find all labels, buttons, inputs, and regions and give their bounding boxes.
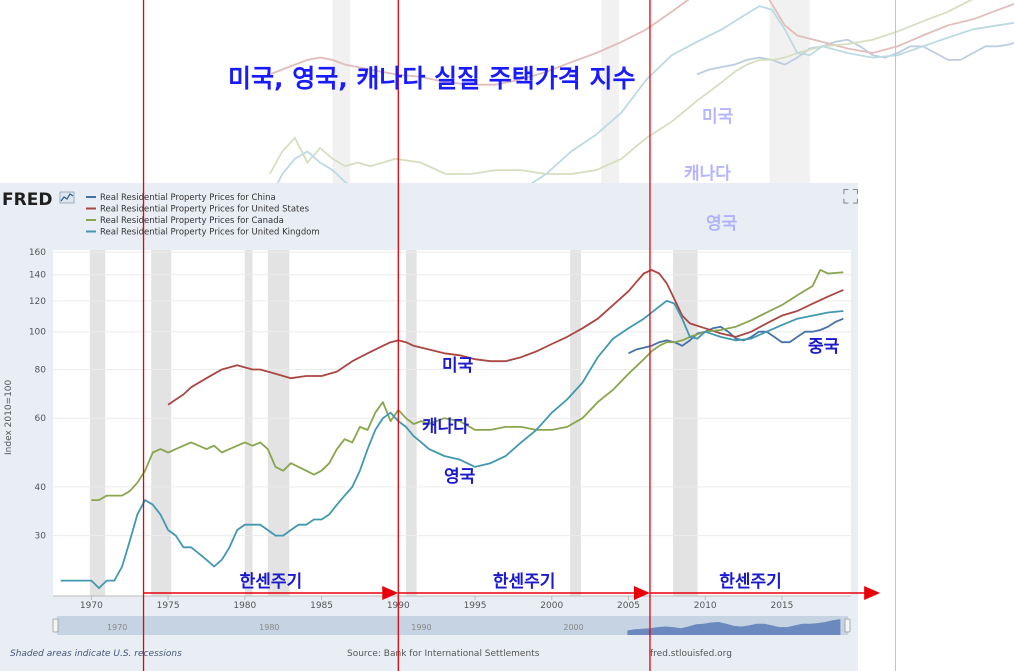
- x-tick-label: 2000: [540, 601, 563, 611]
- cycle-arrowhead: [633, 586, 650, 600]
- y-tick-label: 30: [35, 532, 47, 542]
- series-line-us: [167, 269, 844, 406]
- label-uk: 영국: [444, 467, 476, 487]
- y-axis: 30 40 60 80 100 120 140 160: [29, 248, 851, 542]
- fred-url[interactable]: fred.stlouisfed.org: [650, 649, 732, 659]
- ghost-label-canada: 캐나다: [684, 164, 731, 184]
- y-tick-label: 160: [29, 248, 46, 258]
- y-tick-label: 60: [35, 414, 47, 424]
- recession-bar-1: [151, 250, 172, 596]
- cycle-label: 한센주기: [240, 572, 303, 592]
- ghost-label-uk: 영국: [706, 214, 738, 234]
- navigator-handle-right[interactable]: [844, 618, 851, 633]
- recession-bar-3: [267, 250, 290, 596]
- cycle-label: 한센주기: [719, 572, 782, 592]
- series-line-uk: [60, 299, 844, 589]
- x-tick-label: 2010: [694, 601, 717, 611]
- range-navigator[interactable]: 1970 1980 1990 2000: [52, 616, 851, 635]
- source-text: Source: Bank for International Settlemen…: [347, 649, 540, 659]
- y-tick-label: 120: [29, 297, 46, 307]
- x-tick-label: 1995: [464, 601, 487, 611]
- legend-label: Real Residential Property Prices for Can…: [100, 216, 284, 226]
- x-axis: 1970197519801985199019952000200520102015: [53, 595, 851, 611]
- legend-label: Real Residential Property Prices for Uni…: [100, 205, 310, 215]
- y-axis-label: Index 2010=100: [4, 379, 14, 455]
- recession-note: Shaded areas indicate U.S. recessions: [10, 649, 182, 659]
- hansen-cycle-annotations: 한센주기 한센주기 한센주기: [142, 0, 897, 671]
- fred-logo: FRED: [2, 190, 52, 210]
- x-tick-label: 1970: [80, 601, 103, 611]
- navigator-label: 1980: [259, 623, 279, 632]
- y-tick-label: 80: [35, 365, 47, 375]
- label-canada: 캐나다: [422, 417, 469, 437]
- fred-logo-icon: [59, 191, 75, 204]
- x-tick-label: 2005: [617, 601, 640, 611]
- label-china: 중국: [808, 337, 840, 357]
- x-tick-label: 2015: [770, 601, 793, 611]
- y-tick-label: 100: [29, 328, 46, 338]
- cycle-arrowhead: [864, 586, 881, 600]
- legend-label: Real Residential Property Prices for Chi…: [100, 193, 276, 203]
- navigator-label: 1990: [411, 623, 431, 632]
- ghost-series-us: [269, 0, 1014, 86]
- ghost-series-canada: [269, 0, 973, 175]
- x-tick-label: 1980: [233, 601, 256, 611]
- y-tick-label: 140: [29, 271, 46, 281]
- y-tick-label: 40: [35, 483, 47, 493]
- ghost-series-china: [696, 38, 1014, 76]
- label-us: 미국: [442, 356, 474, 376]
- navigator-label: 1970: [107, 623, 127, 632]
- plot-area: [53, 250, 851, 596]
- main-title: 미국, 영국, 캐나다 실질 주택가격 지수: [228, 64, 636, 93]
- cycle-arrowhead: [382, 586, 399, 600]
- recession-bar-2: [244, 250, 253, 596]
- recession-bar-0: [89, 250, 106, 596]
- navigator-handle-left[interactable]: [52, 618, 59, 633]
- navigator-label: 2000: [563, 623, 583, 632]
- cycle-label: 한센주기: [493, 572, 556, 592]
- x-tick-label: 1975: [157, 601, 180, 611]
- series-line-canada: [91, 269, 844, 501]
- navigator-series: [627, 619, 841, 635]
- series-group: [60, 269, 844, 589]
- legend-label: Real Residential Property Prices for Uni…: [100, 228, 320, 238]
- x-tick-label: 1985: [310, 601, 333, 611]
- series-line-china: [628, 317, 844, 355]
- fullscreen-icon[interactable]: [843, 189, 858, 204]
- fred-legend: Real Residential Property Prices for Chi…: [86, 193, 320, 238]
- ghost-label-us: 미국: [702, 107, 734, 127]
